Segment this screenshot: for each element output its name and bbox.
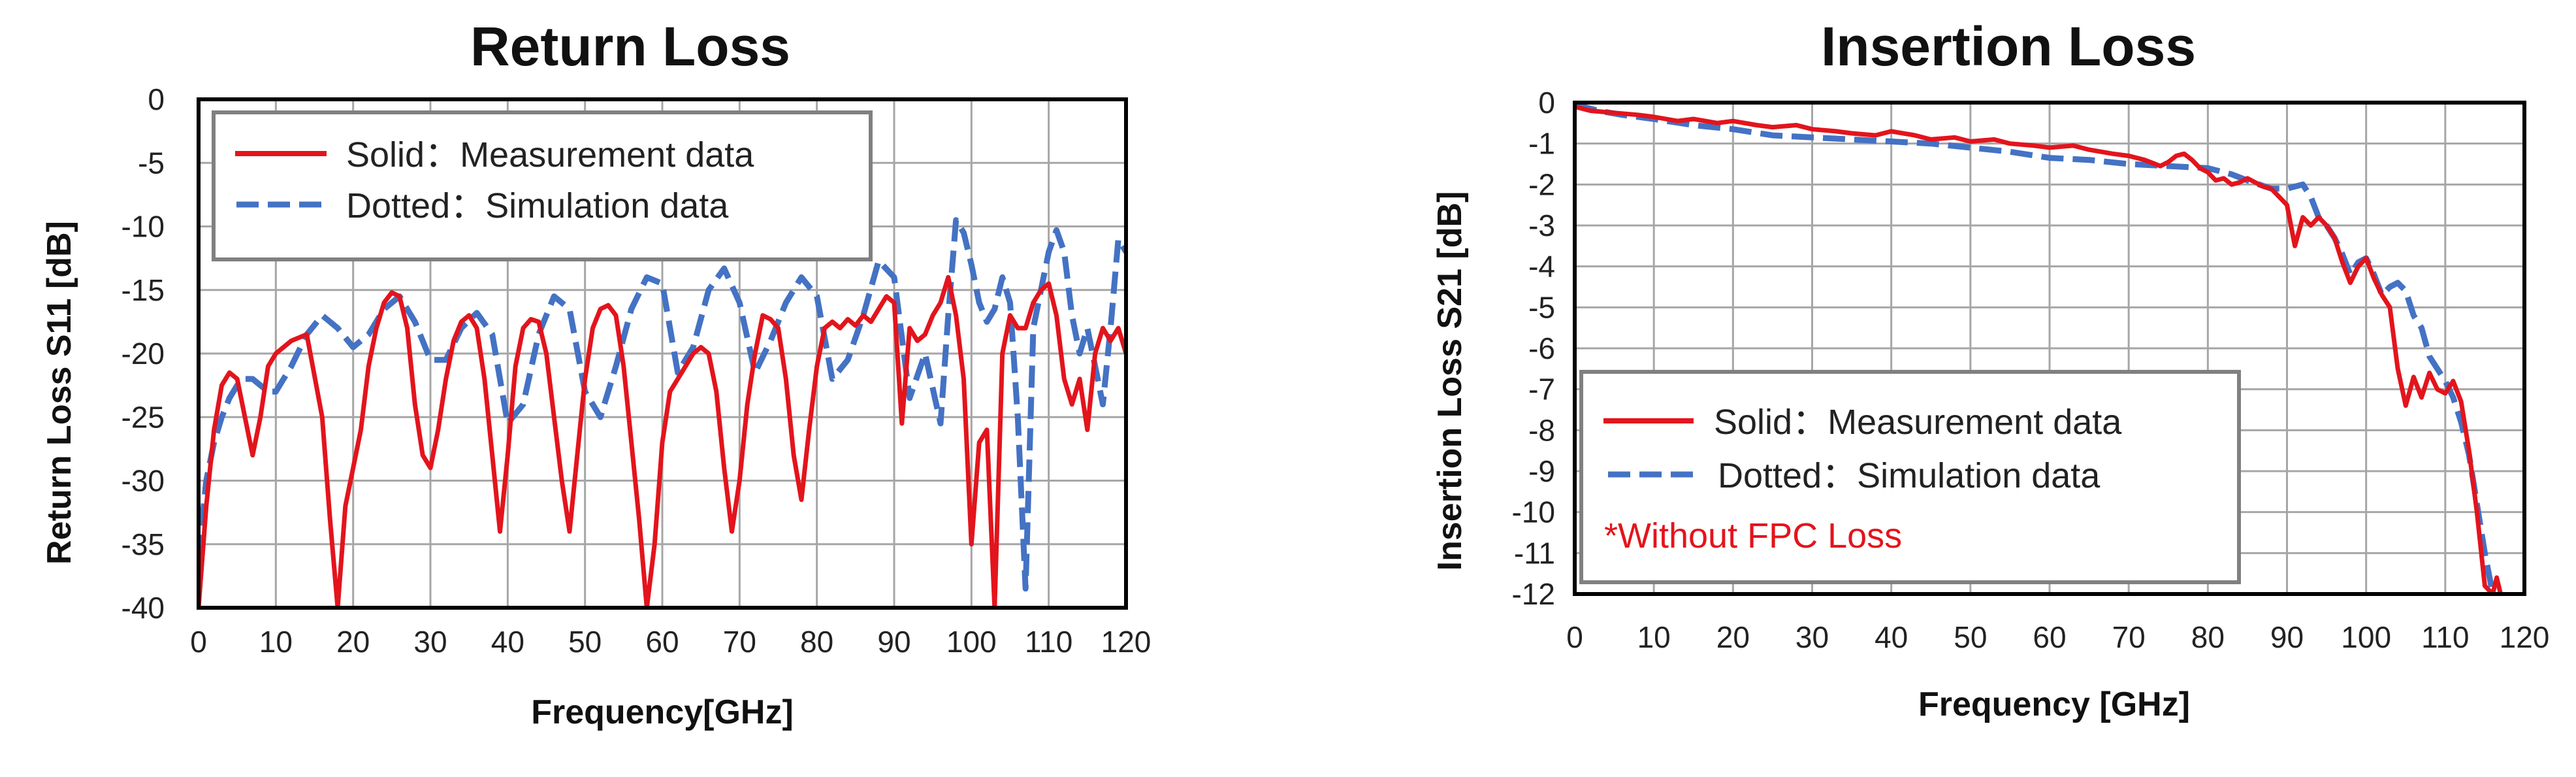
insertion-loss-note: *Without FPC Loss [1604,516,1902,555]
x-tick-label: 10 [1637,620,1671,654]
insertion-loss-plot-frame [1573,101,2526,596]
x-tick-label: 40 [491,625,524,659]
return-loss-legend: Solid：Measurement data Dotted：Simulation… [212,110,873,261]
y-tick-label: -2 [1528,167,1555,201]
return-loss-x-ticks: 0 10 20 30 40 50 60 70 80 90 100 110 120 [190,625,1151,659]
y-tick-label: -5 [1528,290,1555,324]
y-tick-label: -20 [121,337,165,371]
x-tick-label: 60 [2033,620,2066,654]
x-tick-label: 110 [2421,620,2469,654]
y-tick-label: -25 [121,400,165,434]
x-tick-label: 70 [723,625,756,659]
y-tick-label: -7 [1528,372,1555,406]
insertion-loss-legend-measurement-label: Solid：Measurement data [1714,403,2122,442]
return-loss-plot-frame [197,97,1128,610]
x-tick-label: 50 [1954,620,1987,654]
x-tick-label: 80 [800,625,833,659]
y-tick-label: -40 [121,591,165,625]
insertion-loss-chart: Insertion Loss 0 -1 -2 -3 -4 -5 -6 -7 -8 -9 -10 -11… [1431,16,2549,723]
y-tick-label: -6 [1528,331,1555,365]
x-tick-label: 0 [190,625,207,659]
return-loss-legend-simulation-label: Dotted：Simulation data [346,186,729,225]
insertion-loss-simulation-series [1575,103,2496,594]
insertion-loss-y-ticks: 0 -1 -2 -3 -4 -5 -6 -7 -8 -9 -10 -11 -12 [1512,86,1555,611]
x-tick-label: 40 [1875,620,1908,654]
x-tick-label: 70 [2112,620,2146,654]
return-loss-chart: Return Loss 0 -5 -10 -15 -20 -25 -30 -35 -40 0 10… [40,16,1151,731]
return-loss-legend-box [212,110,873,261]
y-tick-label: -4 [1528,250,1555,284]
y-tick-label: -8 [1528,413,1555,447]
insertion-loss-measurement-series [1575,104,2504,594]
y-tick-label: -35 [121,527,165,561]
insertion-loss-legend: Solid：Measurement data Dotted：Simulation… [1579,370,2241,584]
y-tick-label: -11 [1514,536,1555,570]
x-tick-label: 0 [1566,620,1583,654]
x-tick-label: 30 [413,625,447,659]
x-tick-label: 20 [1716,620,1750,654]
y-tick-label: -1 [1528,127,1555,161]
x-tick-label: 50 [568,625,602,659]
y-tick-label: -5 [138,146,165,180]
x-tick-label: 100 [2341,620,2391,654]
y-tick-label: -15 [121,273,165,307]
insertion-loss-title: Insertion Loss [1821,16,2196,77]
y-tick-label: -10 [121,210,165,244]
y-tick-label: -12 [1512,577,1555,611]
y-tick-label: 0 [1538,86,1555,120]
x-tick-label: 80 [2191,620,2225,654]
x-tick-label: 90 [2270,620,2304,654]
return-loss-y-ticks: 0 -5 -10 -15 -20 -25 -30 -35 -40 [121,82,165,625]
return-loss-legend-measurement-label: Solid：Measurement data [346,135,754,174]
y-tick-label: 0 [148,82,165,116]
return-loss-measurement-series [199,274,1126,608]
x-tick-label: 20 [336,625,370,659]
insertion-loss-y-axis-label: Insertion Loss S21 [dB] [1431,191,1469,571]
return-loss-title: Return Loss [470,16,790,77]
return-loss-y-axis-label: Return Loss S11 [dB] [40,221,78,565]
x-tick-label: 90 [877,625,910,659]
y-tick-label: -9 [1528,454,1555,488]
x-tick-label: 120 [1101,625,1151,659]
insertion-loss-x-ticks: 0 10 20 30 40 50 60 70 80 90 100 110 120 [1566,620,2549,654]
x-tick-label: 60 [645,625,679,659]
return-loss-x-axis-label: Frequency[GHz] [531,693,794,731]
x-tick-label: 110 [1025,625,1072,659]
x-tick-label: 120 [2500,620,2550,654]
y-tick-label: -10 [1512,495,1555,529]
y-tick-label: -30 [121,464,165,498]
insertion-loss-x-axis-label: Frequency [GHz] [1918,686,2190,723]
y-tick-label: -3 [1528,208,1555,242]
insertion-loss-legend-simulation-label: Dotted：Simulation data [1718,456,2101,495]
x-tick-label: 30 [1795,620,1829,654]
x-tick-label: 10 [259,625,293,659]
x-tick-label: 100 [946,625,997,659]
